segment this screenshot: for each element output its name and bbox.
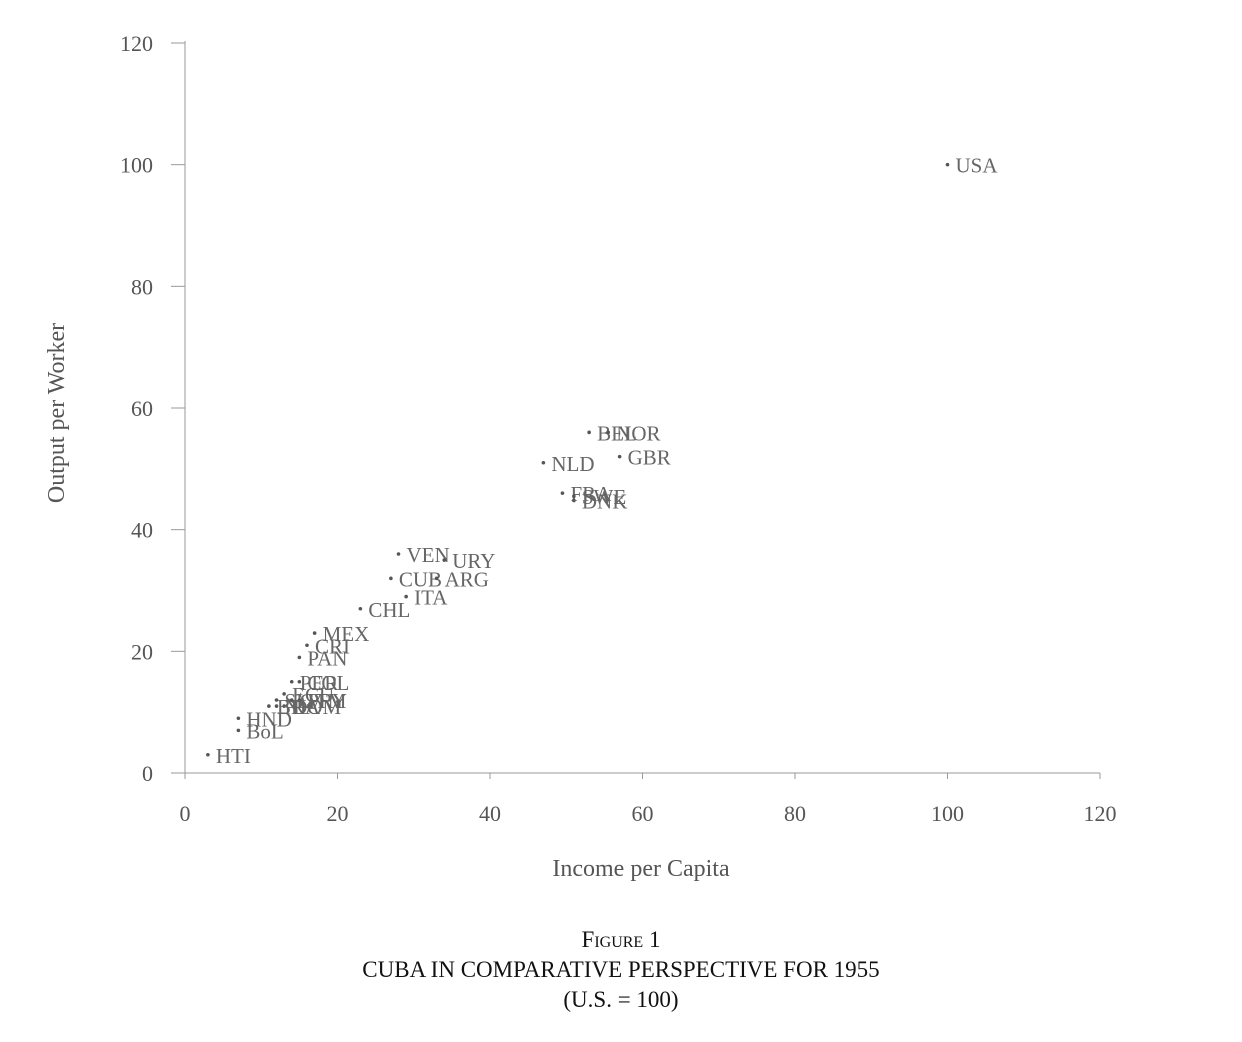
x-tick-label: 0 [180, 801, 191, 826]
chart-axes: 0 20 40 60 80 100 120 0 20 40 60 80 100 120 [120, 31, 1117, 826]
data-point-label: FRA [570, 482, 612, 506]
data-point-label: GTM [300, 689, 347, 713]
data-point [297, 698, 302, 702]
data-point [389, 576, 393, 581]
data-point-label: BoL [246, 719, 283, 743]
data-point-label: URY [452, 549, 495, 573]
data-point [606, 430, 610, 435]
data-point-label: SWE [582, 485, 626, 509]
data-point [274, 704, 279, 708]
y-axis-title: Output per Worker [44, 323, 70, 503]
data-point [617, 454, 622, 459]
data-point [289, 679, 294, 684]
data-point-label: COL [307, 671, 349, 695]
x-tick-label: 120 [1084, 801, 1117, 826]
y-tick-label: 120 [120, 31, 153, 56]
data-point [404, 594, 408, 599]
data-point-label: PRY [307, 689, 347, 713]
data-point [560, 491, 565, 495]
data-point [282, 704, 286, 708]
x-tick-label: 60 [632, 801, 654, 826]
data-point-label: HTI [216, 744, 251, 768]
y-tick-label: 0 [142, 761, 153, 786]
figure-title: CUBA IN COMPARATIVE PERSPECTIVE FOR 1955 [362, 957, 880, 982]
data-point-label: ARG [445, 567, 489, 591]
data-point [945, 162, 950, 167]
data-point-label: NLD [551, 452, 594, 476]
x-axis-title: Income per Capita [552, 856, 730, 882]
data-point [297, 679, 302, 684]
data-point [358, 606, 363, 611]
data-point-label: DNK [582, 489, 628, 513]
data-point [274, 698, 279, 702]
y-tick-label: 20 [131, 639, 153, 664]
data-point-label: HND [246, 707, 292, 731]
data-point [312, 631, 317, 635]
data-point [267, 704, 271, 708]
scatter-chart: 0 20 40 60 80 100 120 0 20 40 60 80 100 120 USA BELNOR… [44, 31, 1117, 882]
data-point-label: NIC [285, 695, 321, 719]
y-tick-label: 80 [131, 274, 153, 299]
data-point [572, 494, 576, 499]
figure-label-text: Figure 1 [581, 927, 661, 952]
data-point [396, 552, 401, 556]
data-point-label: PAN [307, 646, 347, 670]
data-point [282, 692, 286, 696]
y-tick-label: 60 [131, 396, 153, 421]
data-point-label: BRA [277, 695, 321, 719]
data-point-label: NOR [616, 421, 660, 445]
data-point-label: MEX [323, 622, 370, 646]
x-tick-label: 40 [479, 801, 501, 826]
data-point [434, 576, 439, 581]
data-point-label: ECU [292, 683, 334, 707]
data-point-label: CUB [399, 567, 442, 591]
figure-caption: Figure 1 CUBA IN COMPARATIVE PERSPECTIVE… [0, 925, 1242, 1015]
data-point [587, 430, 591, 435]
x-tick-label: 100 [931, 801, 964, 826]
data-point-label: PER [300, 671, 339, 695]
data-point [305, 643, 309, 648]
y-tick-label: 40 [131, 518, 153, 543]
data-point [289, 698, 294, 702]
data-point-label: BEL [597, 421, 637, 445]
data-point [236, 728, 241, 733]
data-point [297, 655, 302, 660]
data-point [541, 460, 546, 465]
data-point [206, 752, 210, 757]
x-tick-label: 20 [327, 801, 349, 826]
data-point [442, 558, 447, 562]
data-point-label: ITA [414, 586, 448, 610]
data-point-label: CRI [315, 634, 350, 658]
y-tick-label: 100 [120, 153, 153, 178]
figure-label: Figure 1 [0, 925, 1242, 955]
data-point [236, 716, 241, 721]
data-point-label: USA [956, 154, 999, 178]
data-point-label: VEN [407, 543, 450, 567]
data-point-label: CHL [368, 598, 410, 622]
figure-note: (U.S. = 100) [563, 987, 679, 1012]
x-tick-label: 80 [784, 801, 806, 826]
data-point [572, 498, 576, 503]
data-point-label: GBR [628, 446, 671, 470]
